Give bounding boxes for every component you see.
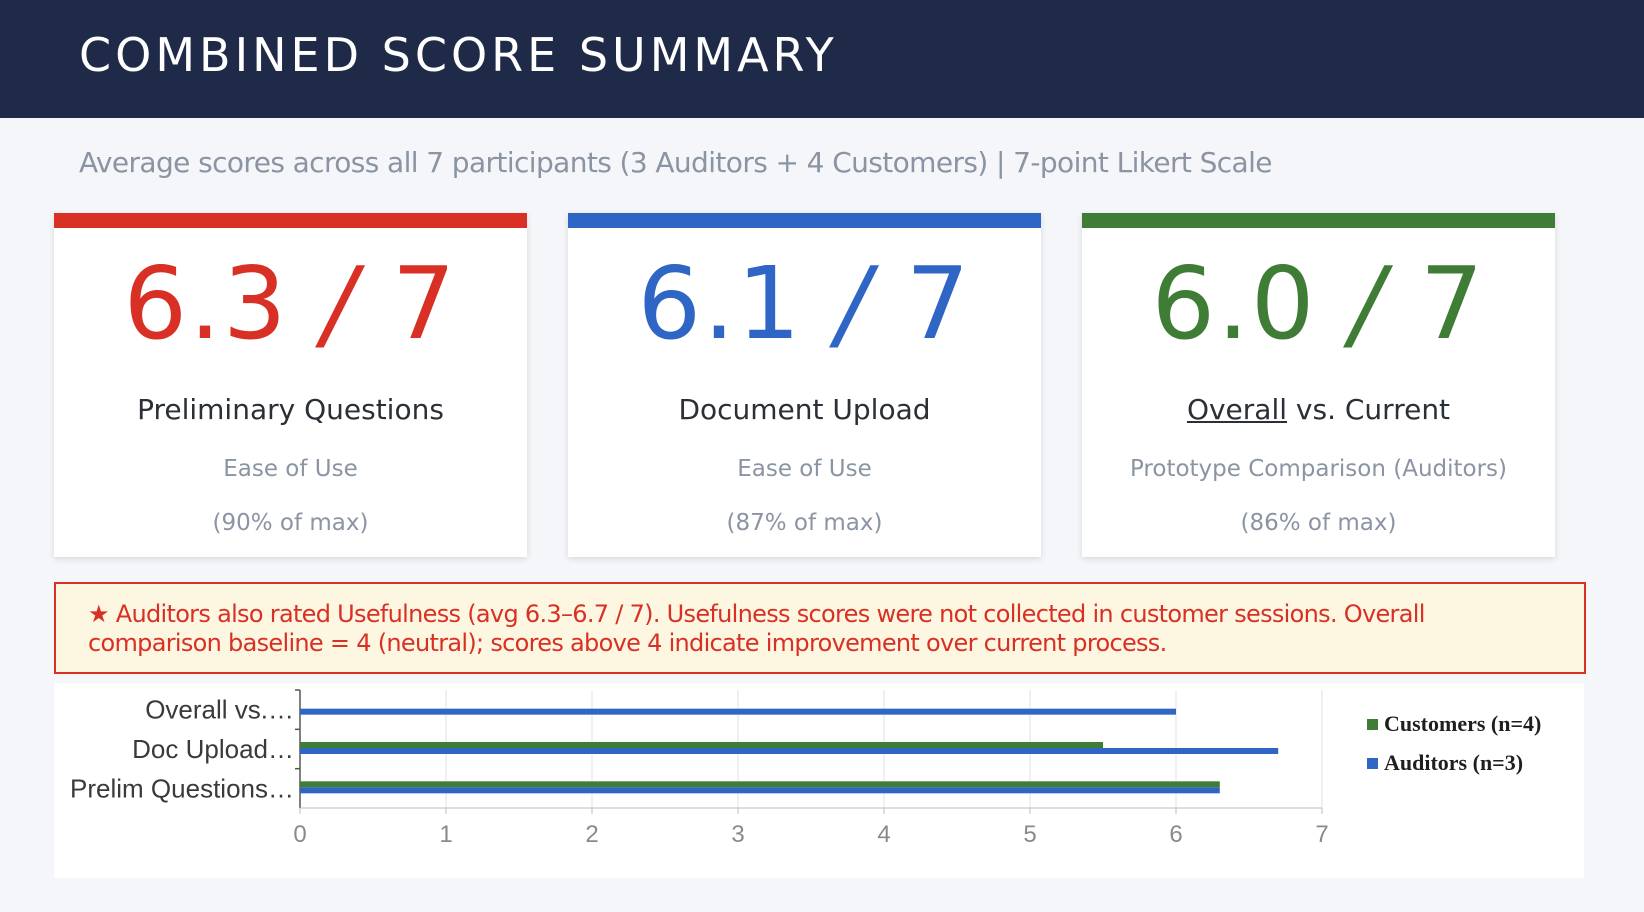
card-title: Document Upload bbox=[678, 393, 931, 426]
x-tick-label: 5 bbox=[1023, 821, 1036, 848]
page-title: COMBINED SCORE SUMMARY bbox=[79, 28, 838, 82]
callout-note: ★ Auditors also rated Usefulness (avg 6.… bbox=[54, 582, 1586, 674]
x-tick-label: 0 bbox=[293, 821, 306, 848]
card-accent-bar bbox=[568, 213, 1041, 228]
bar-auditors bbox=[300, 787, 1220, 794]
score-max: 7 bbox=[1419, 245, 1486, 362]
legend-swatch bbox=[1367, 719, 1378, 730]
card-percent: (87% of max) bbox=[726, 510, 883, 536]
score-value: 6.3 / 7 bbox=[54, 245, 527, 362]
bar-auditors bbox=[300, 748, 1279, 754]
score-number: 6.1 bbox=[637, 245, 803, 362]
legend-swatch bbox=[1367, 758, 1378, 769]
callout-text: Auditors also rated Usefulness (avg 6.3–… bbox=[88, 600, 1425, 657]
card-title: Overall vs. Current bbox=[1082, 393, 1555, 426]
y-tick-label: Overall vs.… bbox=[145, 695, 294, 725]
card-title: Preliminary Questions bbox=[137, 393, 444, 426]
star-icon: ★ bbox=[88, 600, 110, 628]
x-tick-label: 1 bbox=[439, 821, 452, 848]
x-tick-label: 3 bbox=[731, 821, 744, 848]
card-accent-bar bbox=[1082, 213, 1555, 228]
score-max: 7 bbox=[391, 245, 458, 362]
legend-label: Customers (n=4) bbox=[1384, 711, 1541, 736]
card-title-rest: vs. Current bbox=[1287, 393, 1451, 426]
bar-auditors bbox=[300, 708, 1176, 715]
score-number: 6.0 bbox=[1151, 245, 1317, 362]
header: COMBINED SCORE SUMMARY bbox=[0, 0, 1644, 118]
card-percent: (90% of max) bbox=[212, 510, 369, 536]
score-card-overall: 6.0 / 7 Overall vs. Current Prototype Co… bbox=[1082, 213, 1555, 557]
y-tick-label: Doc Upload… bbox=[132, 734, 294, 764]
x-tick-label: 7 bbox=[1315, 821, 1328, 848]
score-card-preliminary: 6.3 / 7 Preliminary Questions Ease of Us… bbox=[54, 213, 527, 557]
card-accent-bar bbox=[54, 213, 527, 228]
bar-customers bbox=[300, 742, 1103, 748]
x-tick-label: 2 bbox=[585, 821, 598, 848]
score-value: 6.0 / 7 bbox=[1082, 245, 1555, 362]
card-subtitle: Ease of Use bbox=[223, 456, 358, 482]
card-subtitle: Ease of Use bbox=[737, 456, 872, 482]
card-subtitle: Prototype Comparison (Auditors) bbox=[1129, 456, 1508, 482]
score-value: 6.1 / 7 bbox=[568, 245, 1041, 362]
x-tick-label: 4 bbox=[877, 821, 890, 848]
bar-customers bbox=[300, 781, 1220, 788]
score-max: 7 bbox=[905, 245, 972, 362]
score-slash: / bbox=[1350, 245, 1387, 362]
y-tick-label: Prelim Questions… bbox=[70, 773, 294, 803]
score-slash: / bbox=[836, 245, 873, 362]
page-subtitle: Average scores across all 7 participants… bbox=[79, 146, 1273, 179]
card-title-underlined: Overall bbox=[1186, 393, 1288, 426]
chart-svg: 0 1 2 3 4 5 6 7 Prelim Questions… Doc Upload… Over… bbox=[70, 689, 1541, 848]
x-tick-label: 6 bbox=[1169, 821, 1182, 848]
score-card-document-upload: 6.1 / 7 Document Upload Ease of Use (87%… bbox=[568, 213, 1041, 557]
bar-chart: 0 1 2 3 4 5 6 7 Prelim Questions… Doc Upload… Over… bbox=[54, 683, 1584, 878]
score-slash: / bbox=[322, 245, 359, 362]
score-number: 6.3 bbox=[123, 245, 289, 362]
card-percent: (86% of max) bbox=[1240, 510, 1397, 536]
legend-label: Auditors (n=3) bbox=[1384, 750, 1523, 775]
